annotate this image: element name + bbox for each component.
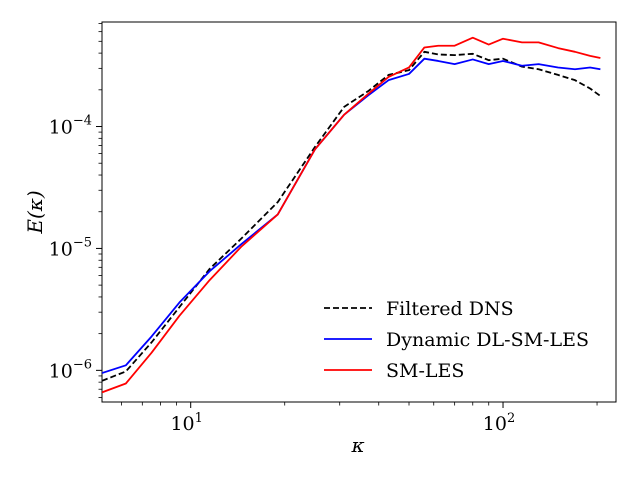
y-tick-label: 10−5 — [49, 235, 92, 260]
y-tick-label-base: 10 — [49, 238, 73, 260]
legend: Filtered DNS Dynamic DL-SM-LES SM-LES — [324, 298, 589, 382]
legend-label: Filtered DNS — [386, 298, 514, 320]
x-tick-label-exponent: 1 — [195, 411, 203, 426]
series-line-filtered-dns — [102, 50, 601, 382]
series-line-dynamic-dl-sm-les — [102, 57, 601, 374]
x-tick-label: 102 — [483, 411, 515, 435]
y-tick-label: 10−4 — [49, 114, 92, 139]
series-layer — [102, 36, 601, 394]
x-tick-label-base: 10 — [170, 413, 194, 435]
y-tick-label-base: 10 — [49, 117, 73, 139]
y-tick-label-exponent: −4 — [73, 114, 92, 129]
y-tick-label-base: 10 — [49, 360, 73, 382]
y-axis-label: E(κ) — [23, 190, 47, 234]
y-tick-label-exponent: −5 — [73, 235, 92, 250]
x-axis-label: κ — [350, 433, 364, 457]
legend-label: Dynamic DL-SM-LES — [386, 329, 589, 351]
x-tick-label: 101 — [170, 411, 202, 435]
y-tick-label-exponent: −6 — [73, 357, 92, 372]
series-line-sm-les — [102, 36, 601, 394]
x-tick-label-exponent: 2 — [507, 411, 515, 426]
y-tick-label: 10−6 — [49, 357, 92, 382]
x-tick-label-base: 10 — [483, 413, 507, 435]
legend-label: SM-LES — [386, 360, 464, 382]
